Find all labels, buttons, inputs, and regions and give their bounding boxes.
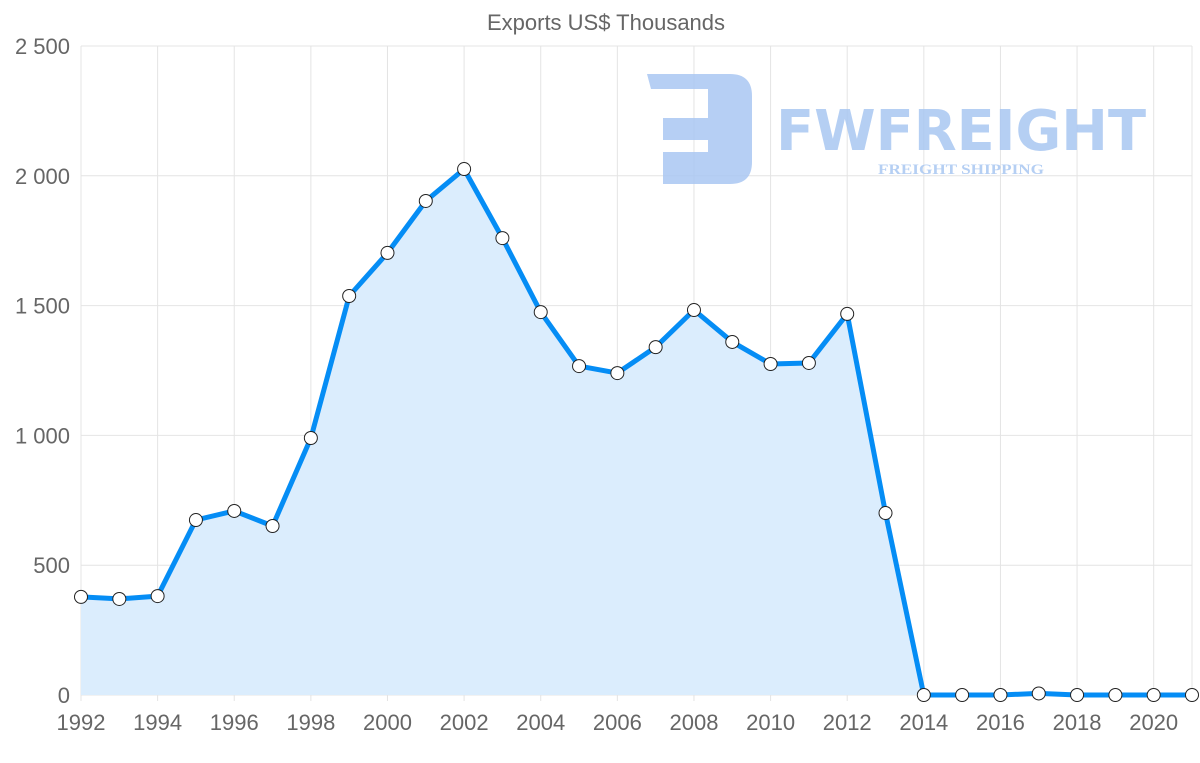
data-point[interactable] <box>840 306 855 321</box>
chart-title: Exports US$ Thousands <box>487 10 725 35</box>
data-point[interactable] <box>572 359 587 374</box>
y-tick-label: 2 000 <box>15 164 70 189</box>
data-point[interactable] <box>418 193 433 208</box>
x-tick-label: 2014 <box>899 710 948 735</box>
watermark-tagline: FREIGHT SHIPPING <box>878 162 1044 178</box>
x-tick-label: 2002 <box>440 710 489 735</box>
x-axis: 1992 1994 1996 1998 2000 2002 2004 2006 2008 2010… <box>57 710 1179 735</box>
data-point[interactable] <box>1031 686 1046 701</box>
x-tick-label: 2020 <box>1129 710 1178 735</box>
data-point[interactable] <box>457 162 472 177</box>
data-point[interactable] <box>610 366 625 381</box>
data-point[interactable] <box>303 430 318 445</box>
area-fill <box>81 169 1192 696</box>
x-tick-label: 2012 <box>823 710 872 735</box>
y-tick-label: 500 <box>33 553 70 578</box>
data-points <box>74 162 1199 702</box>
data-point[interactable] <box>533 305 548 320</box>
x-tick-label: 2018 <box>1053 710 1102 735</box>
y-tick-label: 0 <box>58 683 70 708</box>
x-tick-label: 2000 <box>363 710 412 735</box>
x-tick-label: 1998 <box>286 710 335 735</box>
data-point[interactable] <box>227 503 242 518</box>
data-point[interactable] <box>188 513 203 528</box>
data-point[interactable] <box>1185 688 1199 702</box>
y-tick-label: 1 000 <box>15 423 70 448</box>
data-point[interactable] <box>725 334 740 349</box>
x-tick-label: 1994 <box>133 710 182 735</box>
x-tick-label: 1992 <box>57 710 106 735</box>
y-tick-label: 2 500 <box>15 34 70 59</box>
logo-mark-icon <box>647 74 752 184</box>
data-point[interactable] <box>686 303 701 318</box>
data-point[interactable] <box>495 231 510 246</box>
x-tick-label: 1996 <box>210 710 259 735</box>
data-point[interactable] <box>380 245 395 260</box>
x-tick-label: 2010 <box>746 710 795 735</box>
data-point[interactable] <box>878 506 893 521</box>
data-point[interactable] <box>112 591 127 606</box>
x-tick-label: 2016 <box>976 710 1025 735</box>
data-point[interactable] <box>265 519 280 534</box>
x-tick-label: 2006 <box>593 710 642 735</box>
fwfreight-watermark-logo: FWFREIGHT FREIGHT SHIPPING <box>647 74 1146 184</box>
data-point[interactable] <box>1108 688 1123 702</box>
data-point[interactable] <box>342 288 357 303</box>
data-point[interactable] <box>955 688 970 702</box>
data-point[interactable] <box>801 355 816 370</box>
data-point[interactable] <box>763 357 778 372</box>
watermark-brand: FWFREIGHT <box>776 99 1146 164</box>
data-point[interactable] <box>1070 688 1085 702</box>
data-point[interactable] <box>916 688 931 702</box>
y-tick-label: 1 500 <box>15 294 70 319</box>
x-tick-label: 2004 <box>516 710 565 735</box>
data-point[interactable] <box>74 589 88 604</box>
data-point[interactable] <box>993 688 1008 702</box>
data-point[interactable] <box>648 340 663 355</box>
y-axis: 0 500 1 000 1 500 2 000 2 500 <box>15 34 70 708</box>
data-point[interactable] <box>150 589 165 604</box>
x-tick-label: 2008 <box>669 710 718 735</box>
data-point[interactable] <box>1146 688 1161 702</box>
